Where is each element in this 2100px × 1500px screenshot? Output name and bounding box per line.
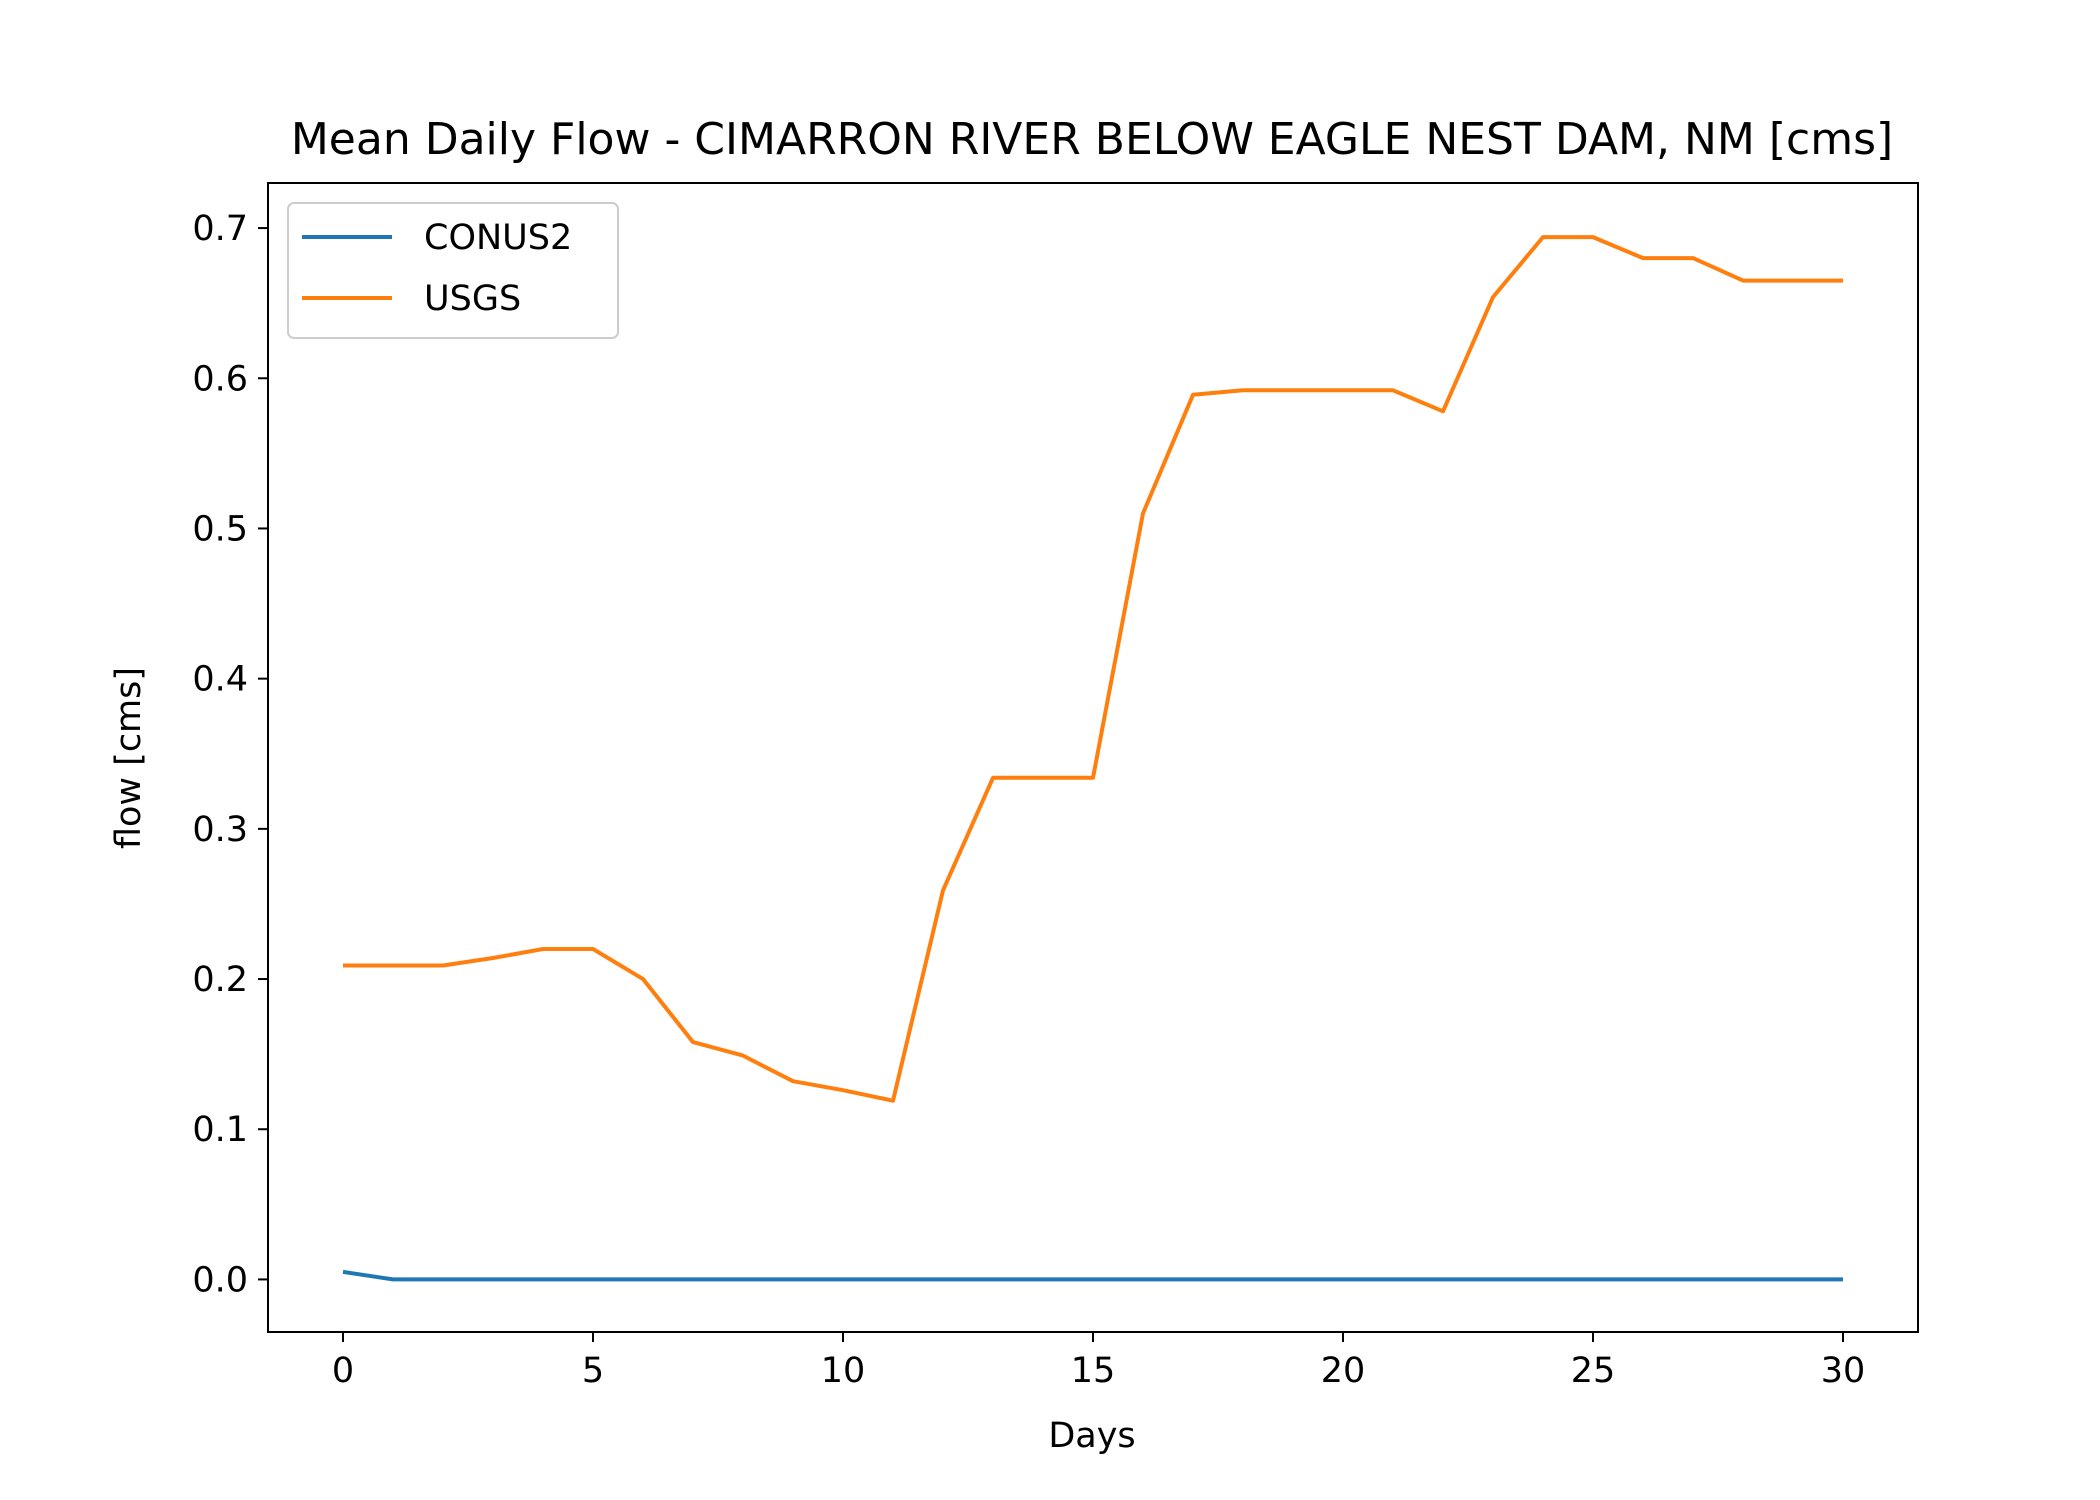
- y-tick-label: 0.4: [192, 660, 248, 700]
- x-tick-label: 30: [1821, 1351, 1866, 1391]
- y-tick-label: 0.1: [192, 1110, 248, 1150]
- y-tick-label: 0.0: [192, 1260, 248, 1300]
- y-tick-label: 0.5: [192, 509, 248, 549]
- series-line-conus2: [342, 1269, 1843, 1282]
- x-tick-label: 10: [821, 1351, 866, 1391]
- x-axis-label: Days: [1048, 1416, 1135, 1456]
- y-tick-label: 0.3: [192, 810, 248, 850]
- series-line-usgs: [343, 235, 1843, 1103]
- x-axis-ticks: 0 5 10 15 20 25 30: [332, 1332, 1865, 1391]
- y-tick-label: 0.7: [192, 209, 248, 249]
- x-tick-label: 15: [1071, 1351, 1116, 1391]
- y-axis-ticks: 0.0 0.1 0.2 0.3 0.4 0.5 0.6 0.7: [192, 209, 268, 1300]
- legend: CONUS2 USGS: [287, 202, 619, 339]
- y-tick-label: 0.6: [192, 359, 248, 399]
- x-tick-label: 0: [332, 1351, 354, 1391]
- plot-lines: [342, 235, 1843, 1282]
- y-tick-label: 0.2: [192, 960, 248, 1000]
- chart-title: Mean Daily Flow - CIMARRON RIVER BELOW E…: [291, 114, 1893, 165]
- legend-label-usgs: USGS: [424, 279, 521, 319]
- x-tick-label: 5: [582, 1351, 604, 1391]
- y-axis-label: flow [cms]: [109, 667, 149, 849]
- legend-label-conus2: CONUS2: [424, 218, 572, 258]
- x-tick-label: 25: [1571, 1351, 1616, 1391]
- x-tick-label: 20: [1321, 1351, 1366, 1391]
